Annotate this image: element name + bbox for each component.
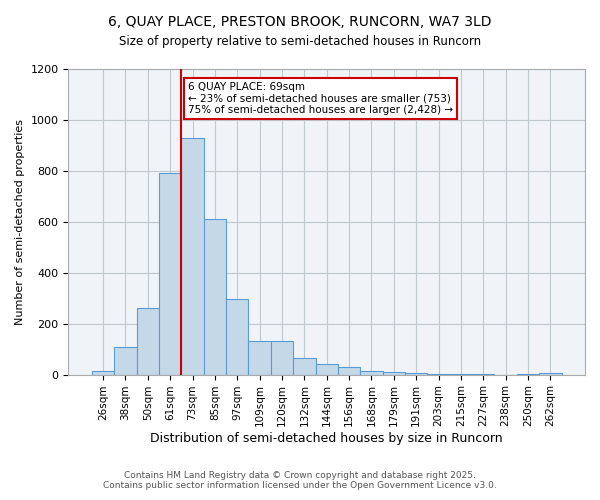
Bar <box>204 220 226 374</box>
Bar <box>293 358 316 374</box>
Bar <box>383 372 405 374</box>
Text: Size of property relative to semi-detached houses in Runcorn: Size of property relative to semi-detach… <box>119 35 481 48</box>
Bar <box>114 346 137 374</box>
Text: 6, QUAY PLACE, PRESTON BROOK, RUNCORN, WA7 3LD: 6, QUAY PLACE, PRESTON BROOK, RUNCORN, W… <box>108 15 492 29</box>
Bar <box>338 367 360 374</box>
Bar <box>181 138 204 374</box>
Text: Contains HM Land Registry data © Crown copyright and database right 2025.
Contai: Contains HM Land Registry data © Crown c… <box>103 470 497 490</box>
Bar <box>137 308 159 374</box>
Bar <box>316 364 338 374</box>
X-axis label: Distribution of semi-detached houses by size in Runcorn: Distribution of semi-detached houses by … <box>151 432 503 445</box>
Bar <box>226 300 248 374</box>
Y-axis label: Number of semi-detached properties: Number of semi-detached properties <box>15 119 25 325</box>
Bar <box>360 371 383 374</box>
Bar <box>248 342 271 374</box>
Bar <box>159 174 181 374</box>
Bar <box>539 372 562 374</box>
Bar <box>271 342 293 374</box>
Text: 6 QUAY PLACE: 69sqm
← 23% of semi-detached houses are smaller (753)
75% of semi-: 6 QUAY PLACE: 69sqm ← 23% of semi-detach… <box>188 82 453 115</box>
Bar <box>92 371 114 374</box>
